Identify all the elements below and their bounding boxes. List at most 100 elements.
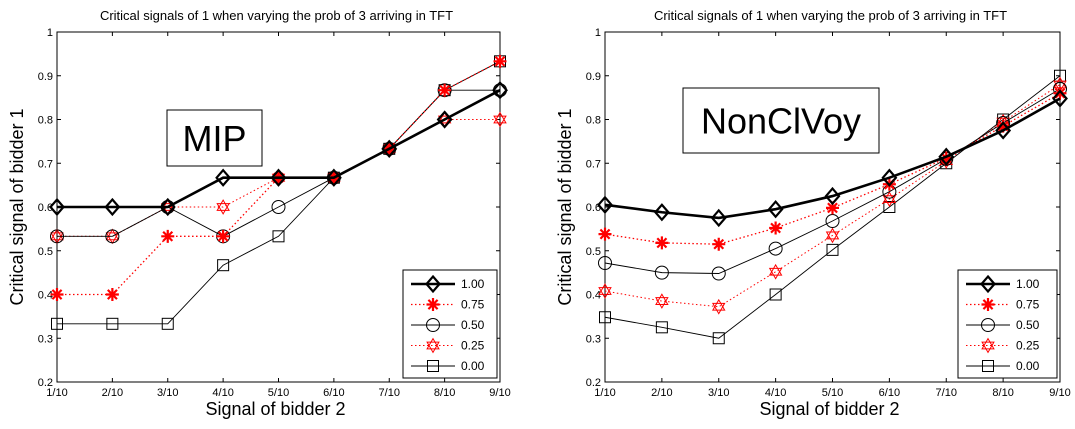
y-axis-label: Critical signal of bidder 1 bbox=[7, 108, 27, 305]
data-point bbox=[767, 200, 784, 219]
series-line bbox=[604, 97, 1061, 220]
y-tick-label: 0.8 bbox=[38, 115, 53, 127]
x-axis-label: Signal of bidder 2 bbox=[205, 399, 345, 419]
data-point bbox=[655, 293, 669, 305]
data-point bbox=[769, 221, 783, 235]
data-point bbox=[105, 229, 120, 244]
y-tick-label: 0.5 bbox=[586, 246, 601, 258]
data-point bbox=[438, 83, 452, 97]
legend-box bbox=[957, 269, 1058, 379]
series-0.75 bbox=[598, 86, 1067, 251]
x-axis-label: Signal of bidder 2 bbox=[759, 399, 899, 419]
data-point bbox=[1053, 86, 1067, 100]
annotation-text: MIP bbox=[182, 118, 246, 159]
data-point bbox=[712, 332, 725, 345]
legend-label: 0.50 bbox=[1016, 318, 1040, 332]
legend-label: 0.25 bbox=[1016, 339, 1040, 353]
legend-label: 0.75 bbox=[1016, 298, 1040, 312]
y-tick-label: 0.4 bbox=[38, 290, 53, 302]
data-point bbox=[825, 231, 840, 244]
data-point bbox=[710, 208, 727, 228]
data-point bbox=[216, 199, 230, 211]
data-point bbox=[217, 259, 230, 272]
legend-marker bbox=[981, 341, 995, 354]
x-tick-label: 8/10 bbox=[434, 387, 455, 399]
y-tick-label: 0.9 bbox=[586, 71, 601, 83]
data-point bbox=[325, 168, 342, 187]
x-tick-label: 9/10 bbox=[1049, 387, 1070, 399]
data-point bbox=[598, 256, 612, 270]
data-point bbox=[769, 288, 782, 301]
data-point bbox=[50, 232, 64, 245]
x-tick-label: 8/10 bbox=[992, 387, 1013, 399]
data-point bbox=[161, 317, 174, 330]
data-point bbox=[51, 317, 63, 330]
data-point bbox=[159, 197, 176, 217]
legend-label: 0.00 bbox=[461, 359, 485, 373]
x-tick-label: 7/10 bbox=[936, 387, 957, 399]
x-tick-label: 6/10 bbox=[323, 387, 344, 399]
legend-label: 1.00 bbox=[461, 277, 485, 291]
data-point bbox=[492, 81, 508, 100]
chart-panel-1: Critical signals of 1 when varying the p… bbox=[7, 8, 511, 419]
data-point bbox=[271, 200, 286, 214]
y-tick-label: 0.7 bbox=[586, 158, 601, 170]
series-line bbox=[604, 88, 1061, 274]
data-point bbox=[825, 214, 840, 228]
y-tick-label: 1 bbox=[595, 27, 601, 39]
legend-label: 0.50 bbox=[461, 318, 485, 332]
data-point bbox=[1052, 89, 1068, 108]
data-point bbox=[599, 311, 611, 324]
data-point bbox=[436, 110, 453, 129]
x-tick-label: 2/10 bbox=[102, 387, 123, 399]
x-tick-label: 1/10 bbox=[594, 387, 615, 399]
data-point bbox=[104, 197, 121, 217]
y-tick-label: 0.4 bbox=[586, 290, 601, 302]
x-tick-label: 7/10 bbox=[379, 387, 400, 399]
y-tick-label: 0.9 bbox=[38, 71, 53, 83]
data-point bbox=[215, 168, 232, 187]
series-1.00 bbox=[49, 81, 508, 217]
x-tick-label: 1/10 bbox=[46, 387, 67, 399]
annotation-box bbox=[682, 87, 880, 154]
y-tick-label: 0.8 bbox=[586, 115, 601, 127]
data-point bbox=[106, 317, 119, 330]
data-point bbox=[270, 168, 287, 187]
y-tick-label: 0.6 bbox=[38, 202, 53, 214]
data-point bbox=[50, 288, 64, 301]
data-point bbox=[883, 201, 896, 213]
data-point bbox=[493, 54, 507, 68]
legend-label: 0.25 bbox=[461, 339, 485, 353]
data-point bbox=[655, 321, 668, 334]
data-point bbox=[768, 263, 783, 276]
x-tick-label: 5/10 bbox=[268, 387, 289, 399]
x-tick-label: 3/10 bbox=[157, 387, 178, 399]
data-point bbox=[825, 227, 840, 240]
legend-marker bbox=[426, 337, 440, 350]
legend-marker bbox=[981, 298, 995, 311]
data-point bbox=[50, 229, 64, 244]
legend-marker bbox=[425, 274, 441, 294]
data-point bbox=[711, 302, 726, 315]
legend-label: 0.75 bbox=[461, 298, 485, 312]
data-point bbox=[272, 230, 285, 243]
data-point bbox=[493, 115, 507, 128]
data-point bbox=[882, 195, 897, 207]
legend-marker bbox=[981, 337, 995, 350]
annotation-box bbox=[166, 109, 263, 167]
data-point bbox=[824, 186, 841, 206]
data-point bbox=[768, 241, 783, 256]
data-point bbox=[654, 265, 669, 280]
data-point bbox=[381, 139, 398, 158]
annotation-text: NonClVoy bbox=[701, 101, 861, 142]
data-point bbox=[881, 168, 898, 187]
legend-marker bbox=[981, 318, 995, 332]
series-line bbox=[57, 89, 501, 209]
data-point bbox=[161, 229, 175, 243]
legend-marker bbox=[980, 274, 996, 294]
data-point bbox=[50, 228, 64, 241]
chart-panel-2: Critical signals of 1 when varying the p… bbox=[555, 8, 1071, 419]
data-point bbox=[1053, 80, 1067, 93]
x-tick-label: 9/10 bbox=[489, 387, 510, 399]
